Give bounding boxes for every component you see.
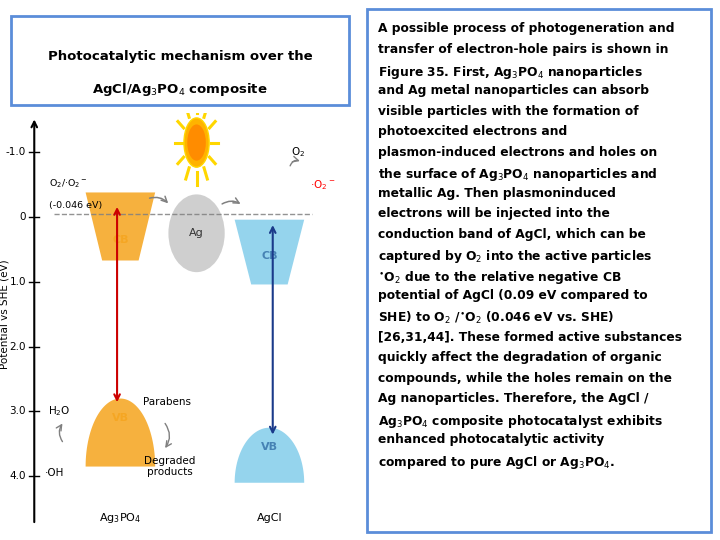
Text: AgCl/Ag$_3$PO$_4$ composite: AgCl/Ag$_3$PO$_4$ composite xyxy=(92,80,268,98)
Text: Ag$_3$PO$_4$: Ag$_3$PO$_4$ xyxy=(99,511,141,525)
Text: -1.0: -1.0 xyxy=(6,147,26,157)
Text: H$_2$O: H$_2$O xyxy=(48,404,71,418)
Text: electrons will be injected into the: electrons will be injected into the xyxy=(378,207,610,220)
Text: potential of AgCl (0.09 eV compared to: potential of AgCl (0.09 eV compared to xyxy=(378,289,647,302)
Text: 2.0: 2.0 xyxy=(9,342,26,352)
Ellipse shape xyxy=(168,194,225,272)
Text: and Ag metal nanoparticles can absorb: and Ag metal nanoparticles can absorb xyxy=(378,84,649,97)
Text: quickly affect the degradation of organic: quickly affect the degradation of organi… xyxy=(378,351,662,364)
Text: O$_2$: O$_2$ xyxy=(290,145,305,159)
Text: visible particles with the formation of: visible particles with the formation of xyxy=(378,105,638,118)
Text: CB: CB xyxy=(261,251,278,261)
Text: 4.0: 4.0 xyxy=(9,471,26,481)
Text: Ag$_3$PO$_4$ composite photocatalyst exhibits: Ag$_3$PO$_4$ composite photocatalyst exh… xyxy=(378,413,663,430)
Text: plasmon-induced electrons and holes on: plasmon-induced electrons and holes on xyxy=(378,146,657,159)
Text: Parabens: Parabens xyxy=(143,397,191,407)
Text: A possible process of photogeneration and: A possible process of photogeneration an… xyxy=(378,23,674,36)
Text: 0: 0 xyxy=(19,212,26,222)
Text: Photocatalytic mechanism over the: Photocatalytic mechanism over the xyxy=(48,50,312,63)
Text: compared to pure AgCl or Ag$_3$PO$_4$.: compared to pure AgCl or Ag$_3$PO$_4$. xyxy=(378,454,615,471)
Text: VB: VB xyxy=(261,442,278,452)
Text: Figure 35. First, Ag$_3$PO$_4$ nanoparticles: Figure 35. First, Ag$_3$PO$_4$ nanoparti… xyxy=(378,64,642,80)
Text: O$_2$/·O$_2$$^-$: O$_2$/·O$_2$$^-$ xyxy=(49,177,88,190)
Polygon shape xyxy=(235,428,305,483)
Circle shape xyxy=(187,124,206,161)
Text: metallic Ag. Then plasmoninduced: metallic Ag. Then plasmoninduced xyxy=(378,187,616,200)
Text: Ag: Ag xyxy=(189,228,204,238)
Text: Potential vs SHE (eV): Potential vs SHE (eV) xyxy=(0,259,9,369)
Text: (-0.046 eV): (-0.046 eV) xyxy=(49,201,102,210)
Text: $^{\bullet}$O$_2$ due to the relative negative CB: $^{\bullet}$O$_2$ due to the relative ne… xyxy=(378,269,621,286)
Text: Degraded
products: Degraded products xyxy=(145,456,196,477)
Text: ·O$_2$$^-$: ·O$_2$$^-$ xyxy=(310,178,335,192)
Text: SHE) to O$_2$ /$^{\bullet}$O$_2$ (0.046 eV vs. SHE): SHE) to O$_2$ /$^{\bullet}$O$_2$ (0.046 … xyxy=(378,310,614,326)
Polygon shape xyxy=(86,399,156,467)
Text: 1.0: 1.0 xyxy=(9,277,26,287)
Text: [26,31,44]. These formed active substances: [26,31,44]. These formed active substanc… xyxy=(378,330,682,343)
Polygon shape xyxy=(235,220,305,285)
Text: enhanced photocatalytic activity: enhanced photocatalytic activity xyxy=(378,433,604,446)
FancyBboxPatch shape xyxy=(367,9,711,532)
Circle shape xyxy=(184,118,209,167)
Polygon shape xyxy=(86,192,156,260)
Text: captured by O$_2$ into the active particles: captured by O$_2$ into the active partic… xyxy=(378,248,652,265)
Text: ·OH: ·OH xyxy=(45,468,64,478)
Text: AgCl: AgCl xyxy=(256,514,282,523)
Text: photoexcited electrons and: photoexcited electrons and xyxy=(378,125,567,138)
Text: the surface of Ag$_3$PO$_4$ nanoparticles and: the surface of Ag$_3$PO$_4$ nanoparticle… xyxy=(378,166,657,183)
FancyBboxPatch shape xyxy=(11,16,349,105)
Text: compounds, while the holes remain on the: compounds, while the holes remain on the xyxy=(378,372,672,384)
Text: transfer of electron-hole pairs is shown in: transfer of electron-hole pairs is shown… xyxy=(378,43,668,56)
Text: CB: CB xyxy=(112,235,129,245)
Text: Ag nanoparticles. Therefore, the AgCl /: Ag nanoparticles. Therefore, the AgCl / xyxy=(378,392,648,405)
Text: VB: VB xyxy=(112,413,129,423)
Text: conduction band of AgCl, which can be: conduction band of AgCl, which can be xyxy=(378,228,646,241)
Text: 3.0: 3.0 xyxy=(9,407,26,416)
